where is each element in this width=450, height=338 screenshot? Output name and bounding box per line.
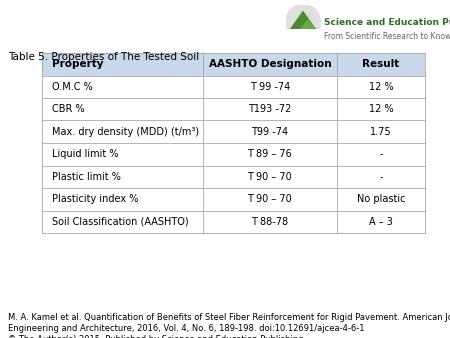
Text: Engineering and Architecture, 2016, Vol. 4, No. 6, 189-198. doi:10.12691/ajcea-4: Engineering and Architecture, 2016, Vol.…	[8, 324, 365, 333]
Text: T 90 – 70: T 90 – 70	[248, 194, 292, 204]
Text: AASHTO Designation: AASHTO Designation	[208, 59, 331, 69]
Text: T 89 – 76: T 89 – 76	[248, 149, 292, 159]
Text: Plastic limit %: Plastic limit %	[52, 172, 121, 182]
Text: T 99 -74: T 99 -74	[250, 82, 290, 92]
Text: T 90 – 70: T 90 – 70	[248, 172, 292, 182]
Text: 12 %: 12 %	[369, 104, 393, 114]
Polygon shape	[290, 10, 316, 29]
Text: CBR %: CBR %	[52, 104, 84, 114]
Text: Science and Education Publishing: Science and Education Publishing	[324, 18, 450, 27]
Text: Liquid limit %: Liquid limit %	[52, 149, 118, 159]
Text: Plasticity index %: Plasticity index %	[52, 194, 138, 204]
Circle shape	[285, 4, 320, 40]
Polygon shape	[300, 19, 316, 29]
Text: © The Author(s) 2015. Published by Science and Education Publishing.: © The Author(s) 2015. Published by Scien…	[8, 336, 306, 338]
Text: Property: Property	[52, 59, 103, 69]
Text: -: -	[379, 149, 382, 159]
Text: A – 3: A – 3	[369, 217, 393, 227]
Text: O.M.C %: O.M.C %	[52, 82, 92, 92]
Text: T 88-78: T 88-78	[251, 217, 288, 227]
Text: Table 5. Properties of The Tested Soil: Table 5. Properties of The Tested Soil	[8, 52, 199, 62]
Text: Soil Classification (AASHTO): Soil Classification (AASHTO)	[52, 217, 188, 227]
Text: T99 -74: T99 -74	[251, 127, 288, 137]
Text: No plastic: No plastic	[357, 194, 405, 204]
Text: 12 %: 12 %	[369, 82, 393, 92]
Text: Max. dry density (MDD) (t/m³): Max. dry density (MDD) (t/m³)	[52, 127, 199, 137]
Text: M. A. Kamel et al. Quantification of Benefits of Steel Fiber Reinforcement for R: M. A. Kamel et al. Quantification of Ben…	[8, 313, 450, 321]
Polygon shape	[285, 29, 320, 40]
Text: Result: Result	[362, 59, 400, 69]
Text: From Scientific Research to Knowledge: From Scientific Research to Knowledge	[324, 32, 450, 41]
Text: -: -	[379, 172, 382, 182]
Text: T193 -72: T193 -72	[248, 104, 292, 114]
Text: 1.75: 1.75	[370, 127, 392, 137]
